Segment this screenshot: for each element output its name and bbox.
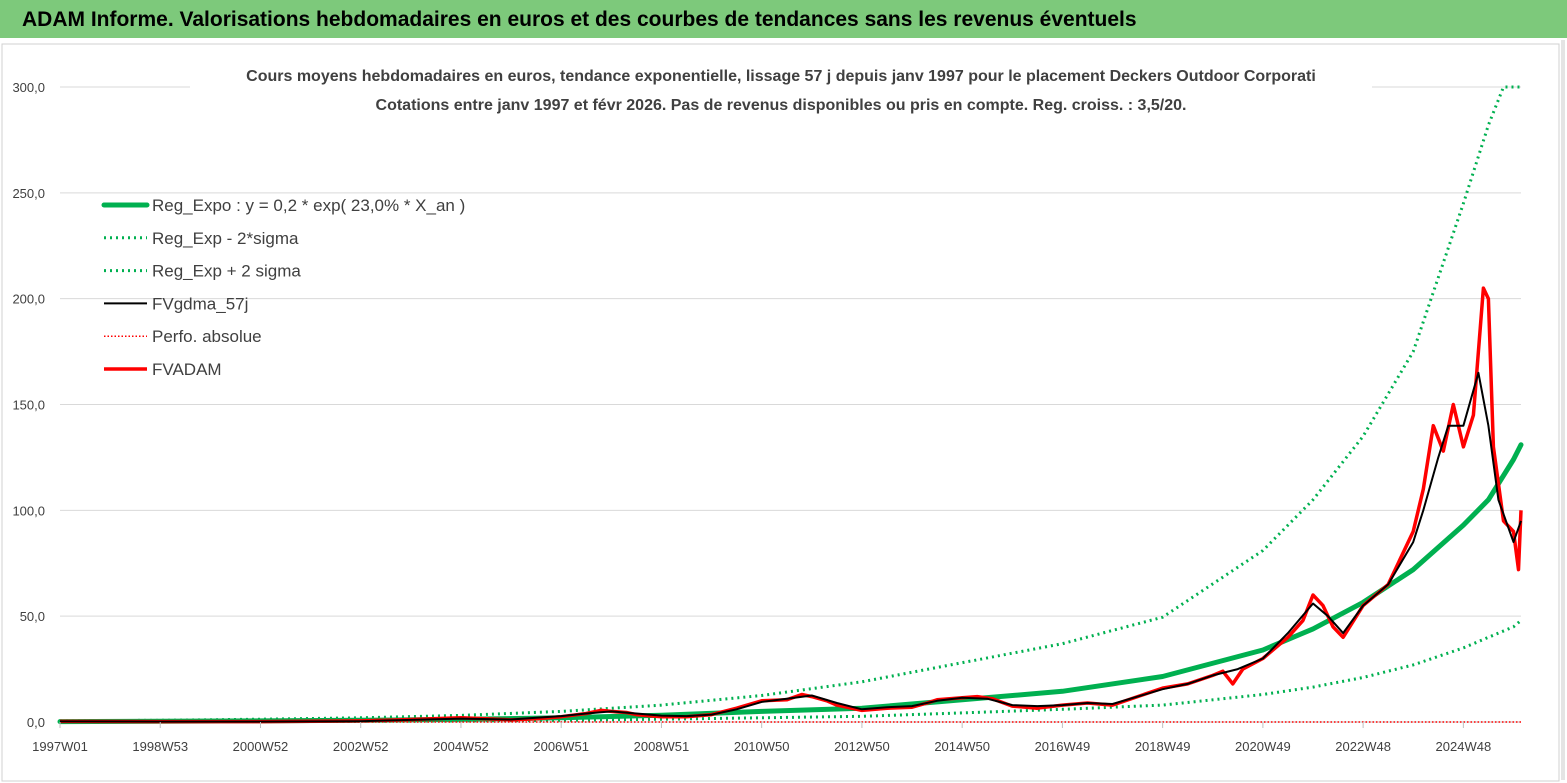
legend-label: FVgdma_57j <box>152 294 248 313</box>
x-tick-label: 2022W48 <box>1335 739 1391 754</box>
x-tick-label: 2004W52 <box>433 739 489 754</box>
title-background <box>190 58 1372 120</box>
y-tick-label: 100,0 <box>12 503 45 518</box>
grid-layer <box>60 86 1521 723</box>
x-tick-label: 2000W52 <box>233 739 289 754</box>
legend-label: Perfo. absolue <box>152 327 262 346</box>
series-line-fvgdma-57j <box>59 371 1522 723</box>
x-tick-label: 2010W50 <box>734 739 790 754</box>
legend-label: Reg_Exp + 2 sigma <box>152 262 301 281</box>
report-header: ADAM Informe. Valorisations hebdomadaire… <box>0 0 1567 38</box>
y-tick-label: 200,0 <box>12 292 45 307</box>
y-tick-label: 250,0 <box>12 186 45 201</box>
x-axis: 1997W01 1998W53 2000W52 2002W52 2004W52 2006W… <box>32 722 1491 754</box>
y-tick-label: 0,0 <box>27 715 45 730</box>
y-axis: 0,0 50,0 100,0 150,0 200,0 250,0 300,0 <box>12 80 45 730</box>
x-tick-label: 2002W52 <box>333 739 389 754</box>
chart-title: Cours moyens hebdomadaires en euros, ten… <box>246 68 1316 85</box>
chart-subtitle: Cotations entre janv 1997 et févr 2026. … <box>376 97 1187 114</box>
y-tick-label: 150,0 <box>12 398 45 413</box>
x-tick-label: 2006W51 <box>533 739 589 754</box>
chart-frame <box>1 43 1560 782</box>
chart-background <box>0 38 1567 783</box>
legend-label: Reg_Expo : y = 0,2 * exp( 23,0% * X_an ) <box>152 196 465 215</box>
chart-area: Cours moyens hebdomadaires en euros, ten… <box>0 38 1567 783</box>
x-tick-label: 2012W50 <box>834 739 890 754</box>
x-tick-label: 2014W50 <box>934 739 990 754</box>
chart-legend: Reg_Expo : y = 0,2 * exp( 23,0% * X_an )… <box>101 196 465 379</box>
series-line-fvadam <box>59 286 1523 724</box>
x-tick-label: 2008W51 <box>634 739 690 754</box>
legend-label: Reg_Exp - 2*sigma <box>152 229 299 248</box>
x-tick-label: 2018W49 <box>1135 739 1191 754</box>
right-border <box>1561 40 1565 780</box>
x-tick-label: 1997W01 <box>32 739 88 754</box>
x-tick-label: 2024W48 <box>1436 739 1492 754</box>
y-tick-label: 300,0 <box>12 80 45 95</box>
report-title: ADAM Informe. Valorisations hebdomadaire… <box>22 8 1137 31</box>
legend-label: FVADAM <box>152 360 222 379</box>
y-tick-label: 50,0 <box>20 609 45 624</box>
x-tick-label: 2016W49 <box>1035 739 1091 754</box>
x-tick-label: 1998W53 <box>132 739 188 754</box>
x-tick-label: 2020W49 <box>1235 739 1291 754</box>
series-layer <box>57 85 1524 725</box>
